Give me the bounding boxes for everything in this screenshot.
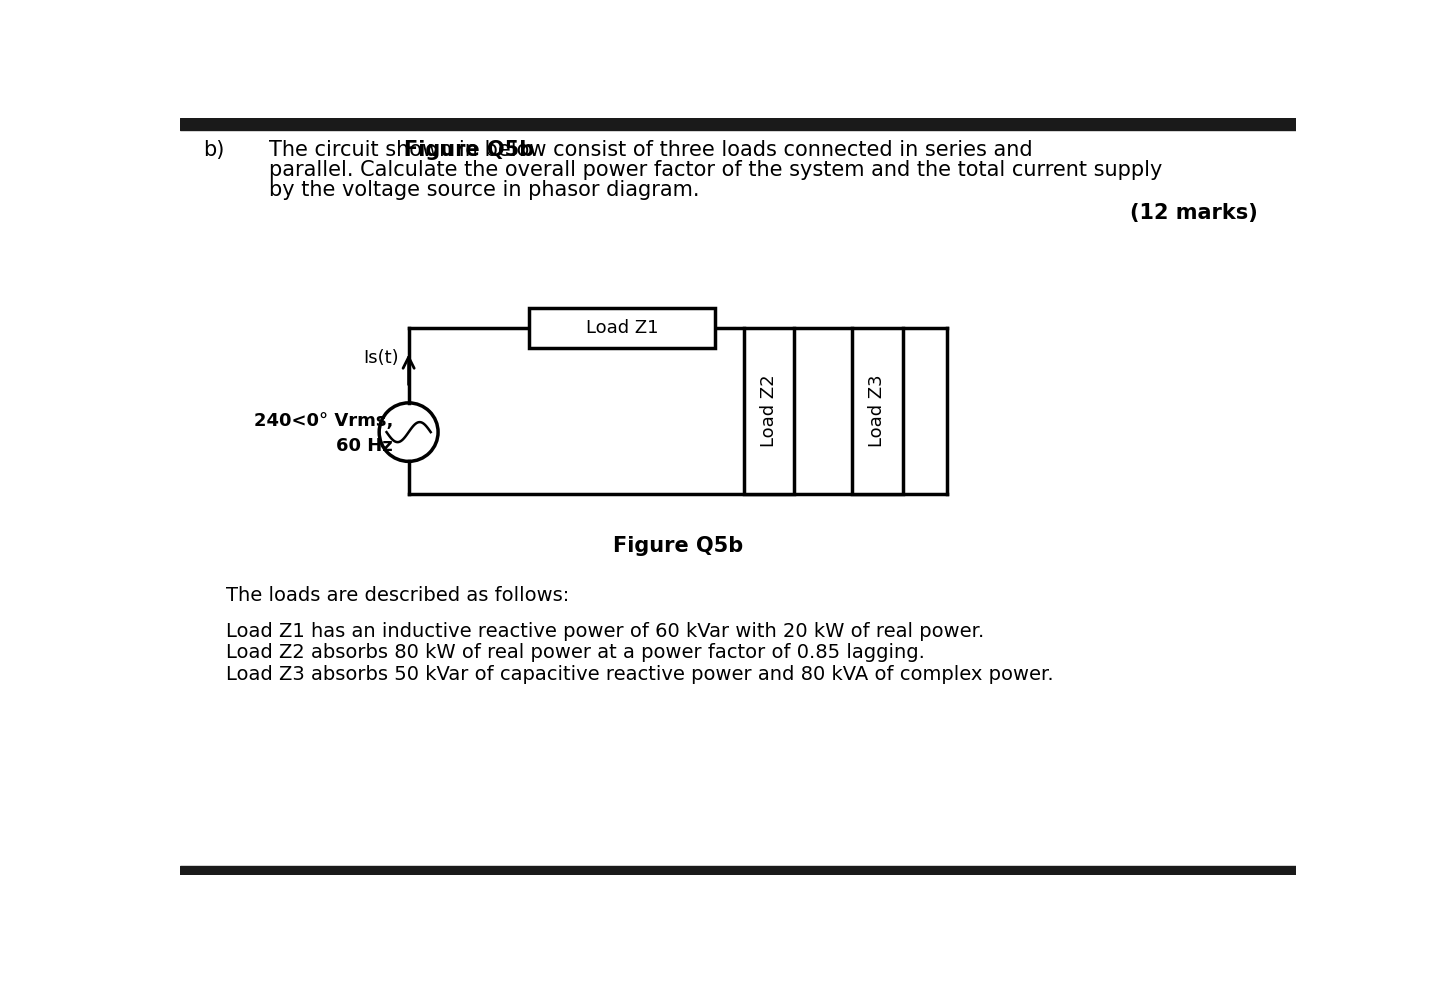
Bar <box>180 118 1296 130</box>
Text: Figure Q5b: Figure Q5b <box>613 536 743 556</box>
Text: Load Z3: Load Z3 <box>868 375 887 447</box>
Bar <box>852 328 903 493</box>
Text: The circuit shown in: The circuit shown in <box>269 140 485 159</box>
Text: Load Z2: Load Z2 <box>760 375 778 447</box>
Text: Load Z1: Load Z1 <box>586 319 658 337</box>
Text: Load Z2 absorbs 80 kW of real power at a power factor of 0.85 lagging.: Load Z2 absorbs 80 kW of real power at a… <box>226 643 926 663</box>
Text: Load Z3 absorbs 50 kVar of capacitive reactive power and 80 kVA of complex power: Load Z3 absorbs 50 kVar of capacitive re… <box>226 665 1054 683</box>
Text: parallel. Calculate the overall power factor of the system and the total current: parallel. Calculate the overall power fa… <box>269 159 1162 180</box>
Text: Load Z1 has an inductive reactive power of 60 kVar with 20 kW of real power.: Load Z1 has an inductive reactive power … <box>226 621 985 641</box>
Text: (12 marks): (12 marks) <box>1129 203 1257 223</box>
Bar <box>528 308 714 348</box>
Text: 60 Hz: 60 Hz <box>337 437 393 455</box>
Text: 240<0° Vrms,: 240<0° Vrms, <box>253 412 393 430</box>
Bar <box>180 866 1296 875</box>
Text: by the voltage source in phasor diagram.: by the voltage source in phasor diagram. <box>269 180 700 200</box>
Text: Figure Q5b: Figure Q5b <box>405 140 534 159</box>
Bar <box>744 328 795 493</box>
Text: below consist of three loads connected in series and: below consist of three loads connected i… <box>478 140 1032 159</box>
Text: b): b) <box>203 140 225 159</box>
Text: Is(t): Is(t) <box>364 349 399 367</box>
Text: The loads are described as follows:: The loads are described as follows: <box>226 586 570 606</box>
